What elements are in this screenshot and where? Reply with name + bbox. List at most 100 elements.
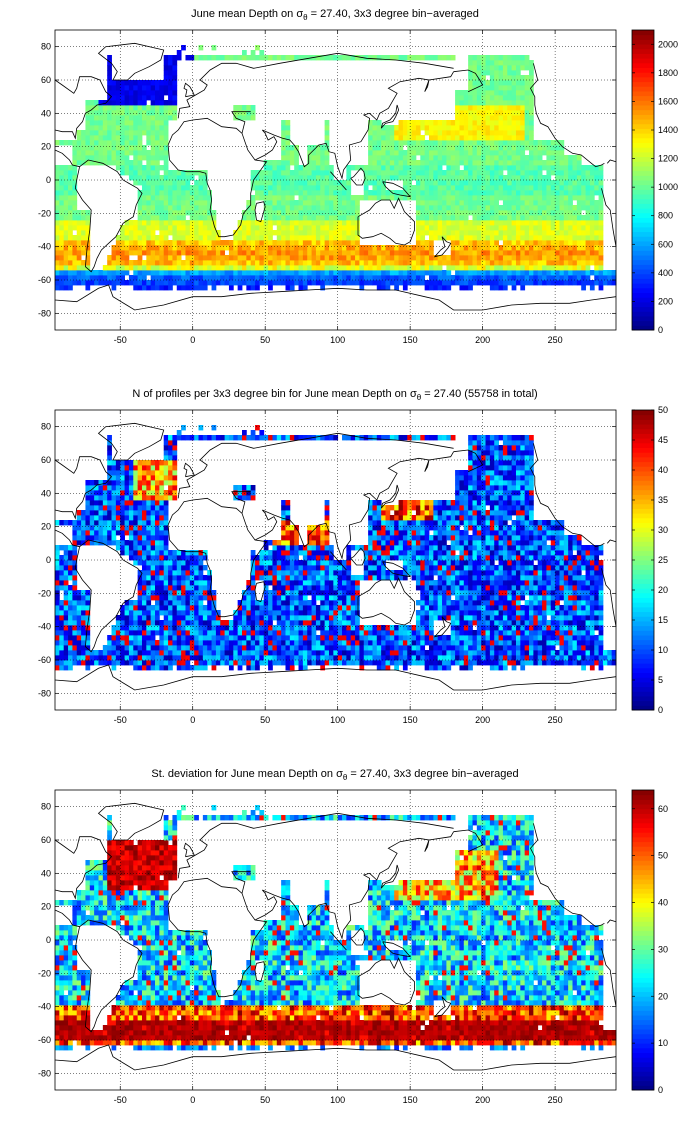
- heatmap-cell: [281, 255, 286, 261]
- heatmap-cell: [585, 270, 591, 276]
- heatmap-cell: [102, 655, 108, 661]
- heatmap-cell: [246, 665, 252, 671]
- heatmap-cell: [337, 280, 343, 286]
- heatmap-cell: [68, 665, 73, 671]
- heatmap-cell: [242, 600, 247, 606]
- heatmap-cell: [146, 110, 152, 116]
- heatmap-cell: [485, 220, 491, 226]
- heatmap-cell: [146, 550, 152, 556]
- heatmap-cell: [407, 190, 413, 196]
- heatmap-cell: [155, 520, 160, 526]
- heatmap-cell: [589, 205, 595, 211]
- heatmap-cell: [102, 530, 108, 536]
- heatmap-cell: [289, 245, 295, 251]
- heatmap-cell: [163, 625, 169, 631]
- heatmap-cell: [85, 155, 91, 161]
- heatmap-cell: [133, 650, 139, 656]
- heatmap-cell: [181, 650, 186, 656]
- heatmap-cell: [389, 255, 395, 261]
- heatmap-cell: [120, 495, 125, 501]
- heatmap-cell: [207, 270, 212, 276]
- heatmap-cell: [433, 235, 439, 241]
- heatmap-cell: [529, 155, 534, 161]
- heatmap-cell: [141, 570, 147, 576]
- heatmap-cell: [472, 105, 478, 111]
- heatmap-cell: [507, 155, 513, 161]
- heatmap-cell: [481, 225, 486, 231]
- heatmap-cell: [163, 525, 169, 531]
- heatmap-cell: [394, 135, 399, 141]
- heatmap-cell: [355, 250, 360, 256]
- heatmap-cell: [141, 525, 147, 531]
- heatmap-cell: [133, 260, 139, 266]
- heatmap-cell: [120, 640, 125, 646]
- heatmap-cell: [542, 150, 547, 156]
- heatmap-cell: [350, 245, 356, 251]
- heatmap-cell: [463, 245, 469, 251]
- heatmap-cell: [307, 190, 312, 196]
- heatmap-cell: [559, 180, 565, 186]
- heatmap-cell: [498, 115, 504, 121]
- heatmap-cell: [407, 165, 413, 171]
- heatmap-cell: [233, 620, 239, 626]
- heatmap-cell: [320, 270, 326, 276]
- heatmap-cell: [176, 660, 182, 666]
- heatmap-cell: [111, 460, 117, 466]
- heatmap-cell: [350, 255, 356, 261]
- heatmap-cell: [89, 110, 95, 116]
- heatmap-cell: [459, 100, 465, 106]
- heatmap-cell: [72, 585, 78, 591]
- heatmap-cell: [433, 55, 439, 61]
- heatmap-cell: [172, 100, 178, 106]
- heatmap-cell: [155, 140, 160, 146]
- heatmap-cell: [72, 225, 78, 231]
- heatmap-cell: [337, 200, 343, 206]
- heatmap-cell: [520, 210, 526, 216]
- heatmap-cell: [202, 585, 208, 591]
- heatmap-cell: [402, 120, 408, 126]
- heatmap-cell: [502, 210, 508, 216]
- heatmap-cell: [233, 485, 239, 491]
- heatmap-cell: [85, 625, 91, 631]
- heatmap-cell: [442, 235, 447, 241]
- heatmap-cell: [450, 165, 456, 171]
- heatmap-cell: [337, 185, 343, 191]
- heatmap-cell: [368, 165, 373, 171]
- heatmap-cell: [546, 280, 552, 286]
- heatmap-cell: [128, 605, 134, 611]
- heatmap-cell: [115, 245, 121, 251]
- heatmap-cell: [124, 140, 130, 146]
- heatmap-cell: [402, 245, 408, 251]
- heatmap-cell: [176, 185, 182, 191]
- heatmap-cell: [137, 540, 143, 546]
- heatmap-cell: [63, 595, 69, 601]
- heatmap-cell: [285, 180, 291, 186]
- heatmap-cell: [276, 225, 282, 231]
- heatmap-cell: [546, 155, 552, 161]
- heatmap-cell: [194, 170, 199, 176]
- heatmap-cell: [481, 165, 486, 171]
- heatmap-cell: [407, 160, 413, 166]
- heatmap-cell: [163, 140, 169, 146]
- heatmap-cell: [150, 555, 156, 561]
- heatmap-cell: [242, 610, 247, 616]
- heatmap-cell: [181, 645, 186, 651]
- heatmap-cell: [437, 265, 443, 271]
- heatmap-cell: [389, 175, 395, 181]
- heatmap-cell: [550, 235, 556, 241]
- heatmap-cell: [198, 585, 204, 591]
- heatmap-cell: [385, 130, 391, 136]
- heatmap-cell: [211, 645, 217, 651]
- heatmap-cell: [237, 250, 243, 256]
- heatmap-cell: [489, 210, 495, 216]
- heatmap-cell: [172, 550, 178, 556]
- heatmap-cell: [81, 655, 86, 661]
- heatmap-cell: [281, 170, 286, 176]
- colorbar-segment: [632, 203, 654, 209]
- heatmap-cell: [524, 265, 530, 271]
- heatmap-cell: [202, 185, 208, 191]
- heatmap-cell: [111, 105, 117, 111]
- heatmap-cell: [155, 555, 160, 561]
- heatmap-cell: [107, 515, 112, 521]
- heatmap-cell: [550, 185, 556, 191]
